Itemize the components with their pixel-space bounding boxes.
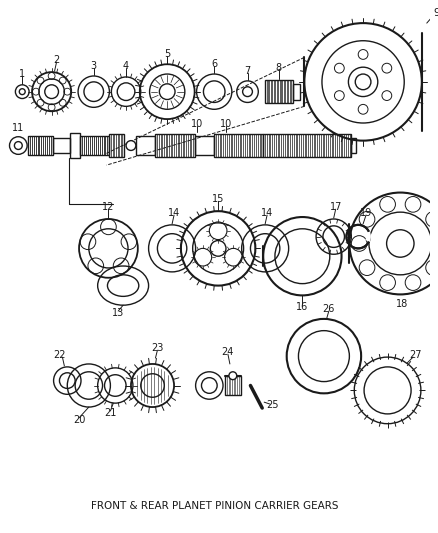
Text: 2: 2	[53, 55, 60, 66]
Text: 3: 3	[91, 61, 97, 71]
Text: 10: 10	[191, 119, 203, 129]
Text: 25: 25	[266, 400, 278, 410]
Bar	[214, 134, 263, 157]
Text: 20: 20	[73, 415, 85, 425]
Bar	[53, 138, 70, 154]
Wedge shape	[365, 231, 371, 242]
Text: 24: 24	[222, 347, 234, 357]
Bar	[265, 80, 293, 103]
Text: 21: 21	[104, 408, 117, 418]
Bar	[70, 133, 80, 158]
Text: 9: 9	[433, 9, 438, 18]
Text: 18: 18	[396, 299, 408, 309]
Text: 8: 8	[276, 63, 282, 73]
Text: 17: 17	[329, 202, 342, 212]
Text: 13: 13	[112, 308, 124, 318]
Bar	[351, 138, 356, 154]
Text: 15: 15	[212, 195, 224, 205]
Circle shape	[126, 141, 136, 150]
Bar	[80, 136, 110, 155]
Text: 4: 4	[123, 61, 129, 71]
Text: 22: 22	[53, 350, 66, 360]
Circle shape	[229, 372, 237, 379]
Text: 27: 27	[409, 350, 421, 360]
Text: 12: 12	[102, 202, 115, 212]
Text: FRONT & REAR PLANET PINION CARRIER GEARS: FRONT & REAR PLANET PINION CARRIER GEARS	[92, 501, 339, 511]
Text: 1: 1	[19, 69, 25, 79]
Text: 11: 11	[12, 123, 25, 133]
Bar	[110, 134, 124, 157]
Text: 14: 14	[261, 208, 273, 218]
Text: 5: 5	[164, 50, 170, 60]
Text: 6: 6	[211, 59, 217, 69]
Text: 7: 7	[244, 66, 251, 76]
Bar	[263, 134, 351, 157]
Bar	[155, 134, 194, 157]
Text: 23: 23	[151, 343, 164, 353]
Bar	[225, 376, 240, 395]
Text: 26: 26	[323, 304, 335, 314]
Bar	[28, 136, 53, 155]
Bar	[293, 84, 300, 100]
Text: 19: 19	[360, 208, 372, 218]
Text: 10: 10	[220, 119, 232, 129]
Text: 14: 14	[168, 208, 180, 218]
Bar	[136, 136, 155, 155]
Bar	[194, 136, 214, 155]
Text: 16: 16	[296, 302, 308, 312]
